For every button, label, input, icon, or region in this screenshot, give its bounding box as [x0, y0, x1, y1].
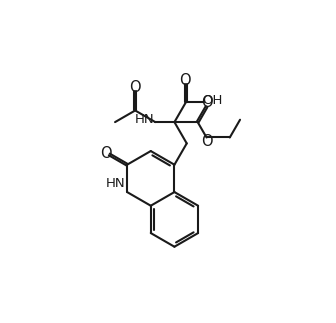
- Text: O: O: [100, 146, 112, 161]
- Text: O: O: [180, 73, 191, 88]
- Text: HN: HN: [106, 177, 125, 191]
- Text: HN: HN: [135, 113, 155, 126]
- Text: OH: OH: [202, 94, 222, 107]
- Text: O: O: [129, 80, 141, 95]
- Text: O: O: [201, 134, 213, 149]
- Text: O: O: [201, 95, 213, 110]
